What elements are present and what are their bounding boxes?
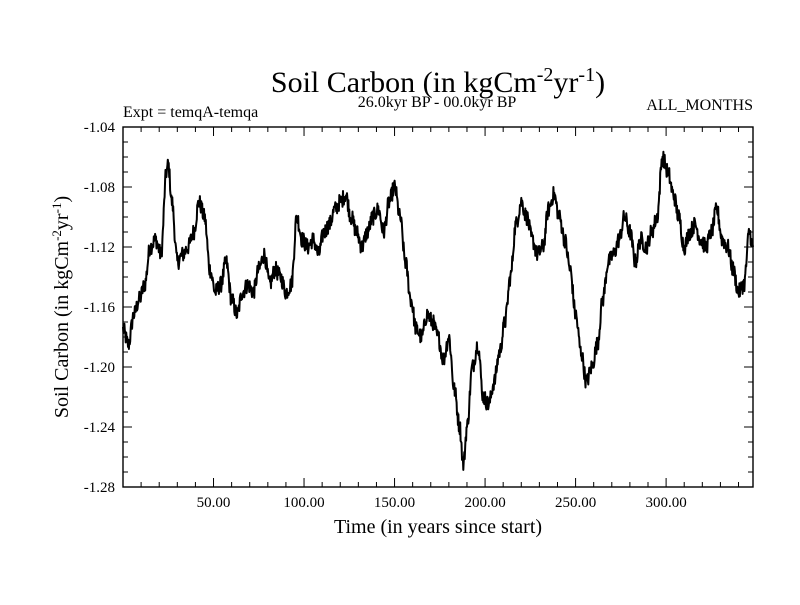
chart-title-text: Soil Carbon (in kgCm-2yr-1) [271,64,605,99]
axis-ticks [123,126,753,488]
subtitle-right: ALL_MONTHS [646,97,753,114]
y-tick-label: -1.16 [84,300,116,316]
y-tick-label: -1.24 [84,420,116,436]
y-axis-label: Soil Carbon (in kgCm-2yr-1) [49,196,74,418]
text-part-base: Soil Carbon (in kgCm [271,66,537,99]
x-tick-label: 50.00 [197,495,231,511]
x-tick-label: 200.00 [464,495,505,511]
series-line [122,150,754,471]
text-part-base: Soil Carbon (in kgCm [51,240,73,418]
subtitle-center: 26.0kyr BP - 00.0kyr BP [358,94,517,111]
y-tick-label: -1.12 [84,240,115,256]
chart-title: Soil Carbon (in kgCm-2yr-1) [271,64,605,99]
text-part-end: ) [51,196,73,203]
y-tick-labels: -1.04 -1.08 -1.12 -1.16 -1.20 -1.24 -1.28 [84,120,116,496]
x-tick-labels: 50.00 100.00 150.00 200.00 250.00 300.00 [197,495,687,511]
y-tick-label: -1.28 [84,480,115,496]
x-tick-label: 250.00 [555,495,596,511]
text-part-mid: yr [51,213,73,230]
y-axis-label-text: Soil Carbon (in kgCm-2yr-1) [49,196,74,418]
text-part-end: ) [595,66,605,99]
text-part-sup2: -1 [49,203,64,214]
y-tick-label: -1.20 [84,360,115,376]
x-tick-label: 100.00 [283,495,324,511]
y-tick-label: -1.04 [84,120,116,136]
x-tick-label: 300.00 [645,495,686,511]
text-part-mid: yr [553,66,578,99]
text-part-sup1: -2 [49,230,64,241]
series-group [122,150,754,471]
x-tick-label: 150.00 [374,495,415,511]
x-axis-label: Time (in years since start) [334,516,542,538]
y-tick-label: -1.08 [84,180,115,196]
plot-frame [122,126,754,488]
subtitle-left: Expt = temqA-temqa [123,104,258,121]
text-part-sup2: -1 [578,64,595,86]
text-part-sup1: -2 [537,64,554,86]
